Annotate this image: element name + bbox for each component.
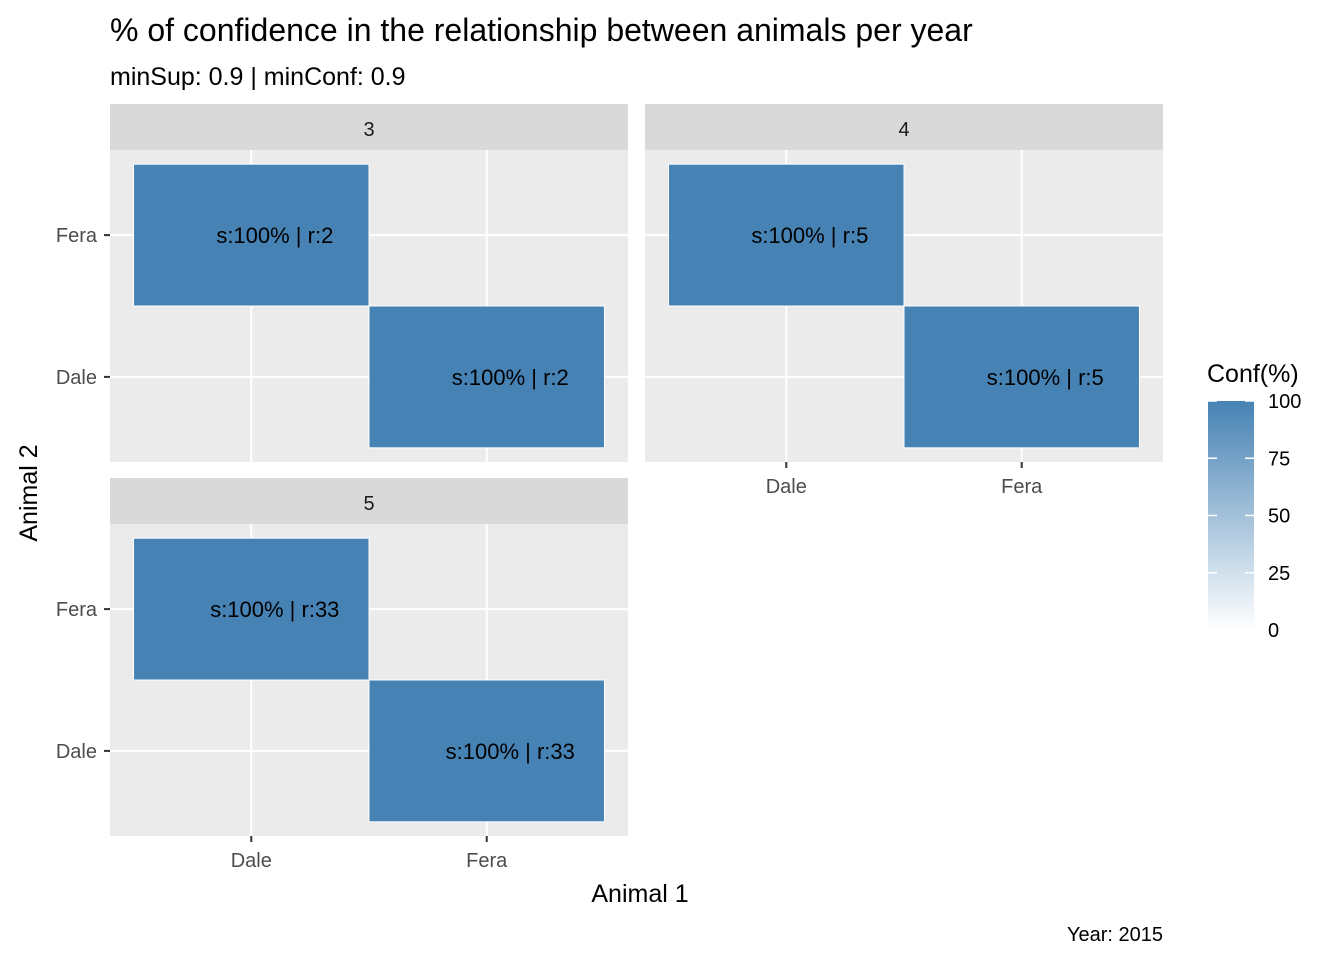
chart-title: % of confidence in the relationship betw… bbox=[110, 12, 973, 48]
caption: Year: 2015 bbox=[1067, 924, 1163, 946]
legend-title: Conf(%) bbox=[1207, 360, 1299, 388]
heatmap-cell bbox=[903, 305, 1140, 449]
facet-panel-4: 4 s:100% | r:5 s:100% | r:5 Dale Fera bbox=[645, 104, 1163, 498]
legend-tick-label: 75 bbox=[1268, 448, 1290, 470]
x-tick-label: Fera bbox=[466, 850, 508, 872]
facet-panel-5: 5 s:100% | r:33 s:100% | r:33 Dale Fera Dale F… bbox=[56, 478, 628, 872]
heatmap-cell bbox=[368, 679, 605, 823]
y-axis-title: Animal 2 bbox=[15, 444, 43, 541]
facet-panel-3: 3 s:100% | r:2 s:100% | r:2 Dale Fera bbox=[56, 104, 628, 462]
facet-label: 4 bbox=[898, 119, 909, 141]
y-tick-label: Fera bbox=[56, 225, 98, 247]
facet-strip bbox=[645, 104, 1163, 150]
legend: Conf(%) 0 25 50 75 100 bbox=[1207, 360, 1301, 642]
heatmap-cell bbox=[668, 163, 905, 307]
cell-label: s:100% | r:5 bbox=[987, 365, 1104, 390]
facet-label: 5 bbox=[363, 493, 374, 515]
cell-label: s:100% | r:5 bbox=[751, 223, 868, 248]
x-tick-label: Dale bbox=[766, 476, 807, 498]
cell-label: s:100% | r:33 bbox=[210, 597, 339, 622]
legend-tick-label: 25 bbox=[1268, 563, 1290, 585]
x-axis-title: Animal 1 bbox=[591, 880, 688, 908]
heatmap-cell bbox=[133, 537, 370, 681]
heatmap-cell bbox=[133, 163, 370, 307]
facet-strip bbox=[110, 104, 628, 150]
legend-tick-label: 50 bbox=[1268, 506, 1290, 528]
legend-tick-label: 0 bbox=[1268, 620, 1279, 642]
y-tick-label: Dale bbox=[56, 741, 97, 763]
x-tick-label: Dale bbox=[231, 850, 272, 872]
facet-panels: 3 s:100% | r:2 s:100% | r:2 Dale Fera 4 s:100%… bbox=[56, 104, 1163, 872]
facet-strip bbox=[110, 478, 628, 524]
cell-label: s:100% | r:2 bbox=[216, 223, 333, 248]
y-tick-label: Fera bbox=[56, 599, 98, 621]
legend-tick-label: 100 bbox=[1268, 391, 1301, 413]
heatmap-cell bbox=[368, 305, 605, 449]
x-tick-label: Fera bbox=[1001, 476, 1043, 498]
chart-subtitle: minSup: 0.9 | minConf: 0.9 bbox=[110, 63, 406, 91]
y-tick-label: Dale bbox=[56, 367, 97, 389]
cell-label: s:100% | r:2 bbox=[452, 365, 569, 390]
cell-label: s:100% | r:33 bbox=[446, 739, 575, 764]
facet-label: 3 bbox=[363, 119, 374, 141]
